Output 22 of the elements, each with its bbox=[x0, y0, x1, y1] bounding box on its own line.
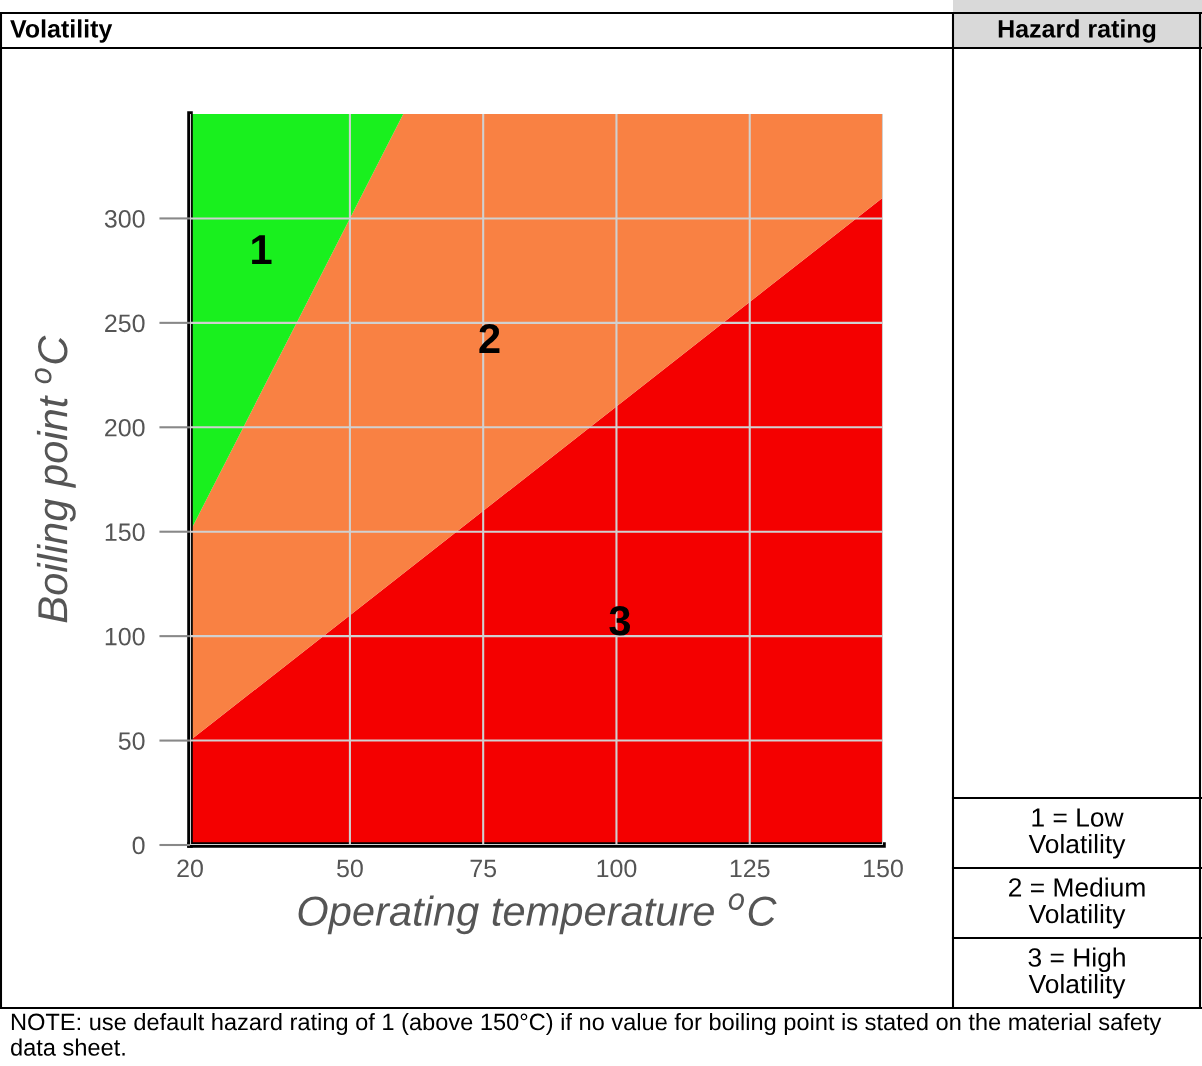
x-tick-label: 125 bbox=[730, 859, 770, 878]
series-label: 1 bbox=[252, 235, 272, 265]
y-tick-label: 50 bbox=[118, 732, 145, 750]
y-tick-label: 200 bbox=[105, 418, 145, 437]
text: 3 = High Volatility bbox=[1028, 947, 1126, 999]
text: 2 = Medium Volatility bbox=[1009, 877, 1145, 929]
text: 1 = Low Volatility bbox=[1028, 808, 1126, 859]
chart-title: Volatility bbox=[10, 19, 113, 43]
y-tick-label: 150 bbox=[105, 523, 145, 542]
x-tick-label: 75 bbox=[470, 859, 497, 878]
text: NOTE: use default hazard rating of 1 (above 150°C) if no value for boiling point is stated on the material safety data sheet. bbox=[10, 1013, 1162, 1056]
x-tick-label: 50 bbox=[337, 859, 363, 878]
x-tick-label: 150 bbox=[864, 859, 903, 878]
y-tick-label: 100 bbox=[105, 627, 145, 646]
y-tick-label: 300 bbox=[104, 210, 145, 228]
y-tick-label: 0 bbox=[132, 836, 145, 855]
legend-title: Hazard rating bbox=[998, 19, 1156, 43]
x-axis-title: Operating temperature $^{o}$C bbox=[298, 893, 777, 935]
x-tick-label: 100 bbox=[597, 859, 637, 878]
y-tick-label: 250 bbox=[105, 314, 145, 333]
x-tick-label: 20 bbox=[177, 859, 203, 878]
y-axis-title: Boiling point $^{o}$C bbox=[34, 335, 76, 623]
